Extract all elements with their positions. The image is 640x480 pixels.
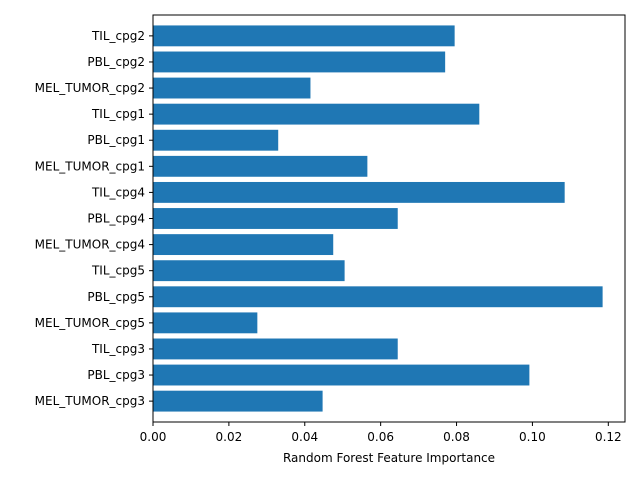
y-tick-label: MEL_TUMOR_cpg4 — [35, 238, 145, 252]
y-axis-ticks: TIL_cpg2 PBL_cpg2 MEL_TUMOR_cpg2 TIL_cpg1 PB… — [35, 29, 153, 408]
bar-mel-tumor-cpg2 — [153, 77, 311, 99]
y-tick-label: TIL_cpg4 — [91, 185, 145, 199]
plot-frame — [152, 14, 626, 423]
bar-mel-tumor-cpg4 — [153, 234, 334, 256]
x-axis-ticks: 0.00 0.02 0.04 0.06 0.08 0.10 0.12 — [140, 422, 622, 444]
bar-til-cpg4 — [153, 181, 565, 203]
x-tick-label: 0.08 — [443, 430, 470, 444]
bar-mel-tumor-cpg3 — [153, 390, 323, 412]
bar-pbl-cpg3 — [153, 364, 530, 386]
y-tick-label: TIL_cpg1 — [91, 107, 145, 121]
y-tick-label: MEL_TUMOR_cpg1 — [35, 159, 145, 173]
x-tick-label: 0.06 — [367, 430, 394, 444]
bar-pbl-cpg1 — [153, 129, 279, 151]
y-tick-label: MEL_TUMOR_cpg5 — [35, 316, 145, 330]
bar-til-cpg1 — [153, 103, 480, 125]
x-tick-label: 0.10 — [519, 430, 546, 444]
x-tick-label: 0.04 — [291, 430, 318, 444]
y-tick-label: MEL_TUMOR_cpg2 — [35, 81, 145, 95]
x-tick-label: 0.02 — [216, 430, 243, 444]
bar-mel-tumor-cpg1 — [153, 155, 368, 177]
y-tick-label: TIL_cpg5 — [91, 264, 145, 278]
x-tick-label: 0.00 — [140, 430, 167, 444]
x-tick-label: 0.12 — [595, 430, 622, 444]
bar-til-cpg5 — [153, 260, 345, 282]
bar-pbl-cpg5 — [153, 286, 603, 308]
y-tick-label: TIL_cpg2 — [91, 29, 145, 43]
bar-pbl-cpg4 — [153, 208, 398, 229]
bar-til-cpg2 — [153, 25, 455, 47]
y-tick-label: PBL_cpg5 — [87, 290, 145, 304]
y-tick-label: MEL_TUMOR_cpg3 — [35, 394, 145, 408]
y-tick-label: PBL_cpg2 — [87, 55, 145, 69]
y-tick-label: PBL_cpg1 — [87, 133, 145, 147]
bar-til-cpg3 — [153, 338, 398, 360]
bars-group — [153, 25, 603, 412]
y-tick-label: PBL_cpg3 — [87, 368, 145, 382]
bar-pbl-cpg2 — [153, 51, 446, 73]
y-tick-label: PBL_cpg4 — [87, 212, 145, 226]
x-axis-label: Random Forest Feature Importance — [283, 451, 495, 465]
y-tick-label: TIL_cpg3 — [91, 342, 145, 356]
bar-mel-tumor-cpg5 — [153, 312, 258, 334]
